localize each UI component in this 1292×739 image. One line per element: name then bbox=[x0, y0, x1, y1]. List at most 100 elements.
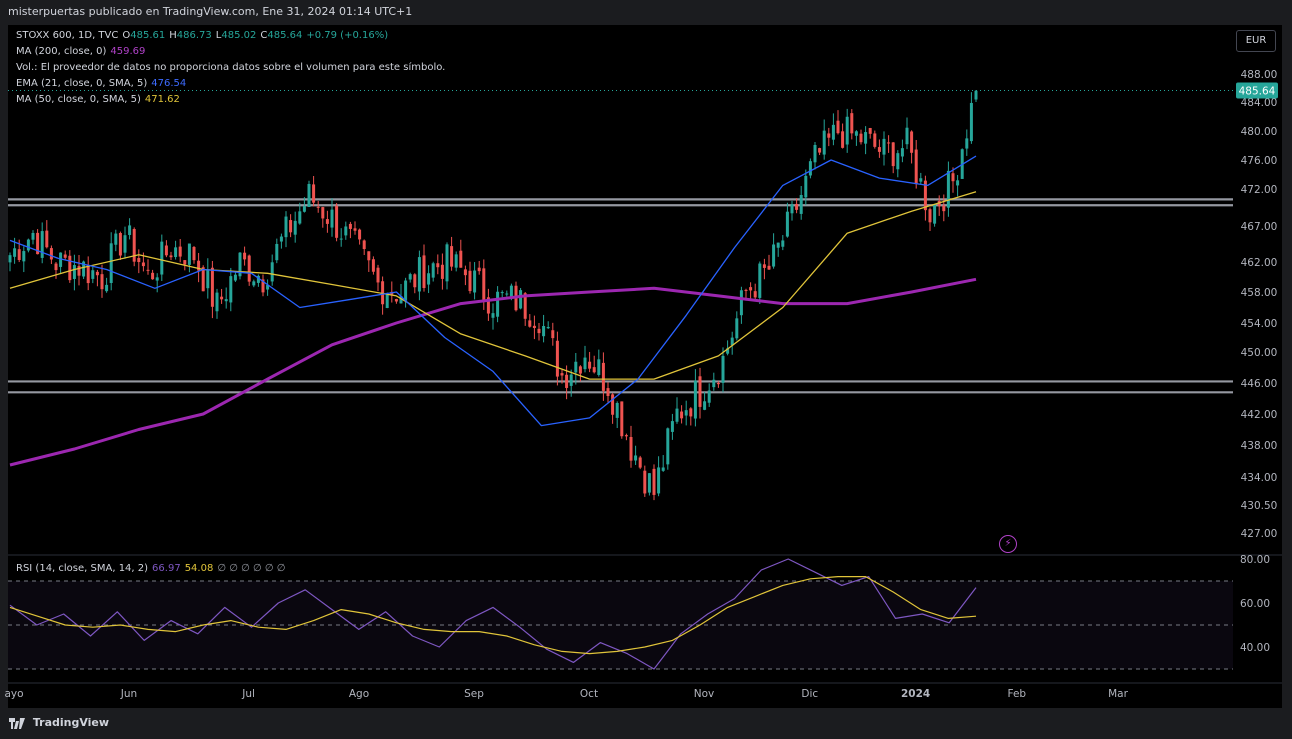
candle-body bbox=[367, 251, 371, 261]
candle-body bbox=[137, 258, 141, 263]
candle-body bbox=[100, 274, 104, 290]
candle-body bbox=[910, 131, 914, 153]
candle-body bbox=[233, 274, 237, 281]
candle-body bbox=[772, 244, 776, 267]
candle-body bbox=[753, 291, 757, 298]
symbol-label[interactable]: STOXX 600, 1D, TVC bbox=[16, 30, 119, 41]
candle-body bbox=[758, 263, 762, 298]
candle-body bbox=[45, 230, 49, 248]
candle-body bbox=[818, 148, 822, 153]
candle-body bbox=[749, 287, 753, 291]
rsi-extra-values: ∅ ∅ ∅ ∅ ∅ ∅ bbox=[217, 563, 286, 574]
candle-body bbox=[615, 402, 619, 418]
alert-icon[interactable]: ⚡ bbox=[999, 535, 1017, 553]
candle-body bbox=[325, 219, 329, 224]
candle-body bbox=[26, 239, 30, 251]
candle-body bbox=[620, 401, 624, 437]
volume-note: Vol.: El proveedor de datos no proporcio… bbox=[16, 62, 446, 73]
candle-body bbox=[243, 252, 247, 260]
candle-body bbox=[422, 255, 426, 288]
candle-body bbox=[528, 320, 532, 327]
rsi-label: RSI (14, close, SMA, 14, 2) bbox=[16, 563, 149, 574]
candle-body bbox=[537, 328, 541, 334]
candle-body bbox=[965, 138, 969, 149]
candle-body bbox=[698, 376, 702, 407]
candle-body bbox=[270, 262, 274, 282]
candle-body bbox=[164, 245, 168, 256]
candle-body bbox=[578, 366, 582, 374]
candle-body bbox=[335, 205, 339, 238]
candle-body bbox=[436, 263, 440, 268]
candle-body bbox=[836, 120, 840, 134]
candle-body bbox=[739, 290, 743, 316]
candle-body bbox=[946, 170, 950, 208]
candle-body bbox=[868, 128, 872, 134]
candle-body bbox=[86, 264, 90, 284]
candle-body bbox=[523, 293, 527, 319]
candle-body bbox=[845, 116, 849, 145]
candle-body bbox=[877, 147, 881, 152]
candle-body bbox=[316, 206, 320, 208]
legend-ema21[interactable]: EMA (21, close, 0, SMA, 5) 476.54 bbox=[16, 78, 190, 89]
ma200-value: 459.69 bbox=[110, 46, 146, 57]
candle-body bbox=[744, 289, 748, 291]
legend-ohlc: STOXX 600, 1D, TVC O485.61 H486.73 L485.02 C… bbox=[16, 30, 392, 41]
candle-body bbox=[606, 388, 610, 396]
candle-body bbox=[923, 180, 927, 211]
rsi-tick-label: 80.00 bbox=[1240, 554, 1270, 566]
high-value: 486.73 bbox=[176, 30, 212, 41]
candle-body bbox=[192, 246, 196, 261]
price-tick-label: 446.00 bbox=[1241, 378, 1278, 390]
price-tick-label: 488.00 bbox=[1241, 69, 1278, 81]
legend-ma50[interactable]: MA (50, close, 0, SMA, 5) 471.62 bbox=[16, 94, 184, 105]
chart-frame[interactable] bbox=[8, 25, 1282, 708]
candle-body bbox=[371, 259, 375, 272]
candle-body bbox=[187, 243, 191, 265]
candle-body bbox=[307, 183, 311, 207]
candle-body bbox=[477, 267, 481, 272]
candle-body bbox=[887, 142, 891, 144]
footer-brand[interactable]: TradingView bbox=[9, 716, 109, 729]
price-tick-label: 458.00 bbox=[1241, 287, 1278, 299]
ema21-line bbox=[9, 155, 977, 427]
price-tick-label: 476.00 bbox=[1241, 155, 1278, 167]
candle-body bbox=[381, 281, 385, 305]
candle-body bbox=[201, 267, 205, 292]
price-tick-label: 430.50 bbox=[1241, 500, 1278, 512]
candle-body bbox=[684, 410, 688, 416]
candle-body bbox=[376, 267, 380, 283]
candle-body bbox=[491, 313, 495, 318]
candle-body bbox=[394, 299, 398, 302]
candle-body bbox=[183, 260, 187, 265]
last-price-badge bbox=[1236, 82, 1278, 99]
candle-body bbox=[905, 127, 909, 145]
candle-body bbox=[919, 178, 923, 182]
candle-body bbox=[321, 207, 325, 219]
candle-body bbox=[555, 340, 559, 377]
candle-body bbox=[109, 243, 113, 283]
legend-rsi[interactable]: RSI (14, close, SMA, 14, 2) 66.97 54.08 ∅ ∅… bbox=[16, 563, 290, 574]
candle-body bbox=[427, 273, 431, 285]
candle-body bbox=[178, 246, 182, 257]
currency-button[interactable]: EUR bbox=[1236, 30, 1276, 52]
candle-body bbox=[500, 292, 504, 294]
candle-body bbox=[597, 359, 601, 375]
time-tick-label: Ago bbox=[349, 688, 369, 700]
legend-ma200[interactable]: MA (200, close, 0) 459.69 bbox=[16, 46, 149, 57]
candle-body bbox=[712, 379, 716, 388]
ma200-line bbox=[9, 277, 977, 467]
rsi-tick-label: 40.00 bbox=[1240, 642, 1270, 654]
time-tick-label: Mar bbox=[1108, 688, 1128, 700]
candle-body bbox=[643, 470, 647, 494]
candle-body bbox=[850, 113, 854, 134]
close-value: 485.64 bbox=[267, 30, 303, 41]
high-label: H bbox=[169, 30, 177, 41]
price-tick-label: 442.00 bbox=[1241, 409, 1278, 421]
candle-body bbox=[17, 249, 21, 261]
time-tick-label: ayo bbox=[4, 688, 23, 700]
time-tick-label: 2024 bbox=[901, 688, 930, 700]
candle-body bbox=[505, 293, 509, 295]
candle-body bbox=[413, 274, 417, 288]
candle-body bbox=[72, 265, 76, 279]
